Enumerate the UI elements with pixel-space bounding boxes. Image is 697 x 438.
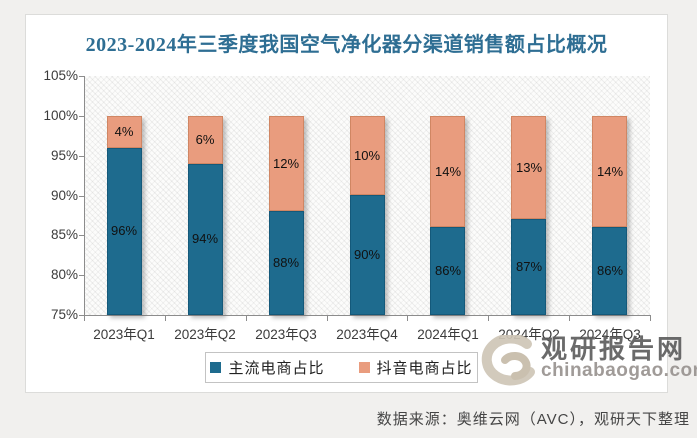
bar-segment-douyin bbox=[592, 115, 627, 228]
bar-value-label: 87% bbox=[515, 259, 543, 274]
x-axis-label: 2024年Q3 bbox=[579, 327, 641, 342]
bar-segment-douyin bbox=[430, 115, 465, 228]
y-axis-label: 75% bbox=[50, 307, 78, 322]
bar-value-label: 96% bbox=[110, 223, 138, 238]
y-axis-label: 100% bbox=[43, 107, 78, 123]
bar-segment-douyin bbox=[350, 115, 385, 196]
bar-segment-mainstream bbox=[592, 227, 627, 315]
x-axis-label: 2023年Q4 bbox=[336, 327, 398, 342]
data-source-note: 数据来源：奥维云网（AVC），观研天下整理 bbox=[376, 411, 690, 428]
x-axis-label: 2023年Q2 bbox=[174, 327, 236, 342]
bar-value-label: 14% bbox=[596, 164, 624, 179]
bar-value-label: 86% bbox=[434, 263, 462, 278]
x-axis-tick bbox=[84, 316, 85, 321]
bar-value-label: 13% bbox=[515, 160, 543, 175]
y-axis-label: 90% bbox=[50, 187, 78, 203]
x-axis-tick bbox=[488, 316, 489, 321]
x-axis-tick bbox=[407, 316, 408, 321]
x-axis-line bbox=[84, 315, 651, 316]
y-axis-label: 85% bbox=[50, 227, 78, 243]
legend-item: 抖音电商占比 bbox=[358, 357, 473, 378]
legend-swatch-icon bbox=[358, 362, 370, 373]
legend: 主流电商占比 抖音电商占比 bbox=[205, 352, 478, 383]
y-axis-tick bbox=[79, 315, 84, 316]
x-axis-label: 2024年Q1 bbox=[417, 327, 479, 342]
x-axis-tick bbox=[165, 316, 166, 321]
x-axis-label: 2024年Q2 bbox=[498, 327, 560, 342]
bar-group bbox=[188, 115, 223, 315]
legend-label: 主流电商占比 bbox=[228, 361, 325, 377]
y-axis-label: 105% bbox=[43, 68, 78, 83]
bar-segment-douyin bbox=[511, 115, 546, 220]
bar-group bbox=[511, 115, 546, 315]
bar-value-label: 94% bbox=[191, 231, 219, 246]
y-axis-tick bbox=[79, 155, 84, 157]
x-axis-tick bbox=[650, 316, 651, 321]
y-axis-tick bbox=[79, 275, 84, 277]
bar-segment-mainstream bbox=[107, 147, 142, 315]
y-axis-tick bbox=[79, 115, 84, 117]
bar-group bbox=[269, 115, 304, 315]
bar-value-label: 88% bbox=[272, 255, 300, 270]
chart-title: 2023-2024年三季度我国空气净化器分渠道销售额占比概况 bbox=[85, 34, 608, 56]
bar-value-label: 4% bbox=[114, 124, 134, 139]
bar-value-label: 6% bbox=[195, 132, 215, 147]
bar-segment-douyin bbox=[188, 115, 223, 164]
legend-label: 抖音电商占比 bbox=[376, 361, 473, 377]
bar-value-label: 12% bbox=[272, 156, 300, 171]
bar-value-label: 14% bbox=[434, 164, 462, 179]
x-axis-tick bbox=[569, 316, 570, 321]
y-axis-tick bbox=[79, 195, 84, 197]
bar-segment-douyin bbox=[269, 115, 304, 212]
bar-value-label: 86% bbox=[596, 263, 624, 278]
y-axis-tick bbox=[79, 76, 84, 77]
bar-segment-mainstream bbox=[430, 227, 465, 315]
bar-group bbox=[107, 115, 142, 315]
bar-group bbox=[350, 115, 385, 315]
bar-value-label: 10% bbox=[353, 148, 381, 163]
y-axis-label: 95% bbox=[50, 147, 78, 163]
legend-item: 主流电商占比 bbox=[210, 357, 324, 378]
x-axis-label: 2023年Q3 bbox=[255, 327, 317, 342]
bar-group bbox=[592, 115, 627, 315]
bar-segment-douyin bbox=[107, 115, 142, 148]
x-axis-label: 2023年Q1 bbox=[93, 327, 155, 342]
bar-value-label: 90% bbox=[353, 247, 381, 262]
y-axis-line bbox=[84, 76, 85, 316]
bar-group bbox=[430, 115, 465, 315]
bar-segment-mainstream bbox=[188, 163, 223, 315]
legend-swatch-icon bbox=[210, 362, 222, 373]
y-axis-label: 80% bbox=[50, 267, 78, 283]
x-axis-tick bbox=[327, 316, 328, 321]
bar-segment-mainstream bbox=[350, 195, 385, 315]
bar-segment-mainstream bbox=[269, 211, 304, 315]
y-axis-tick bbox=[79, 235, 84, 237]
bar-segment-mainstream bbox=[511, 219, 546, 315]
x-axis-tick bbox=[246, 316, 247, 321]
